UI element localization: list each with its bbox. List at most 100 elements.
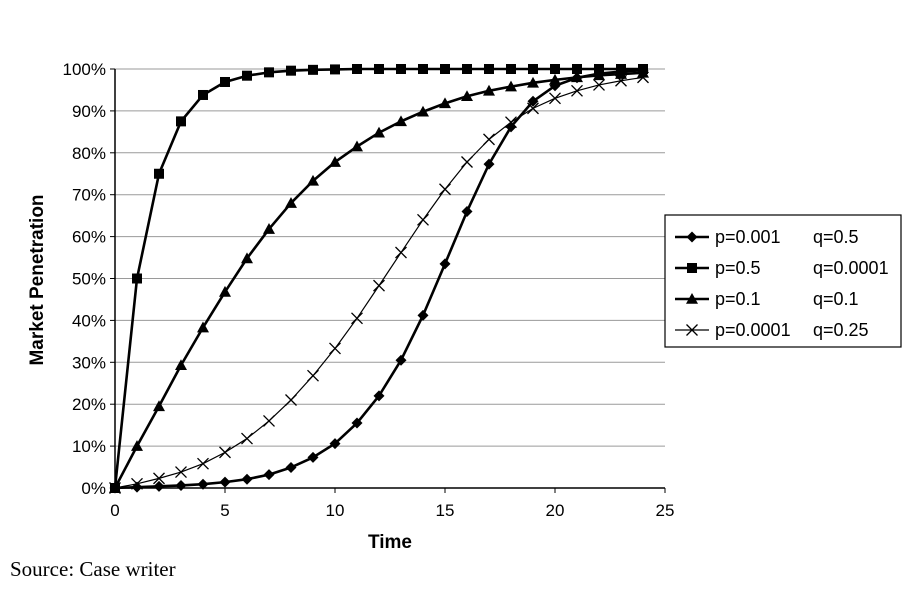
data-point [615,68,627,79]
data-point [197,478,209,490]
data-point [373,126,385,138]
data-point [461,156,473,168]
x-tick-label: 20 [546,501,565,520]
data-point [285,461,297,473]
data-point [687,263,697,273]
data-point [219,476,231,488]
data-point [175,359,187,371]
data-point [395,115,407,127]
data-point [263,223,275,234]
data-point [439,258,451,270]
data-point [220,76,230,87]
data-point [686,293,698,304]
series-1 [109,64,649,494]
source-note: Source: Case writer [10,557,176,581]
data-point [417,213,429,226]
data-point [483,84,495,96]
data-point [417,309,429,321]
y-axis-title: Market Penetration [27,194,48,365]
data-point [374,64,384,74]
series-line [114,76,644,489]
y-tick-label: 50% [72,270,106,289]
legend-label-q: q=0.25 [813,320,869,340]
data-point [686,231,698,243]
data-point [527,102,539,115]
data-point [572,64,582,74]
data-point [571,84,583,97]
y-tick-label: 100% [63,60,106,79]
data-point [439,97,451,109]
legend-label-p: p=0.1 [715,289,761,309]
data-point [219,446,231,459]
data-point [418,64,428,74]
data-point [396,64,406,74]
data-point [351,312,363,325]
data-point [153,472,165,485]
axes [114,69,666,493]
legend-label-p: p=0.5 [715,258,761,278]
data-point [395,246,407,259]
y-tick-label: 70% [72,186,106,205]
data-point [109,482,121,494]
data-point [528,64,538,74]
data-point [505,80,517,92]
data-point [197,457,209,470]
data-point [329,438,341,450]
series-group [109,64,649,494]
data-point [219,285,231,297]
data-point [263,469,275,481]
x-tick-label: 15 [436,501,455,520]
data-point [527,76,539,88]
legend-entry: p=0.0001 q=0.25 [675,320,869,340]
data-point [686,324,698,336]
y-tick-label: 40% [72,311,106,330]
data-point [153,480,165,492]
data-point [594,64,604,74]
legend-label-q: q=0.0001 [813,258,889,278]
series-2 [110,64,648,493]
data-point [637,71,649,84]
data-point [330,64,340,75]
data-point [593,69,605,81]
data-point [307,174,319,186]
data-point [329,342,341,355]
data-point [615,74,627,87]
data-point [483,158,495,170]
legend-label-q: q=0.1 [813,289,859,309]
data-point [175,479,187,491]
y-tick-label: 80% [72,144,106,163]
data-point [439,183,451,196]
y-tick-label: 0% [81,479,106,498]
data-point [241,252,253,264]
data-point [307,369,319,382]
data-point [593,78,605,91]
data-point [308,64,318,75]
data-point [549,92,561,105]
y-tick-label: 60% [72,228,106,247]
data-point [351,417,363,429]
data-point [395,354,407,366]
data-point [461,205,473,217]
legend-label-q: q=0.5 [813,227,859,247]
data-point [461,90,473,102]
data-point [484,64,494,74]
x-tick-label: 10 [326,501,345,520]
data-point [285,197,297,208]
x-tick-labels: 0 5 10 15 20 25 [110,501,674,520]
x-tick-label: 5 [220,501,229,520]
data-point [505,116,517,129]
y-tick-labels: 0% 10% 20% 30% 40% 50% 60% 70% 80% 90% 100% [63,60,106,498]
data-point [241,432,253,445]
data-point [307,451,319,463]
gridlines [110,68,665,489]
data-point [176,116,186,127]
data-point [154,168,164,179]
legend-label-p: p=0.001 [715,227,781,247]
data-point [198,89,208,100]
data-point [153,400,165,412]
legend: p=0.001 q=0.5 p=0.5 q=0.0001 p=0.1 q=0.1 p=0.0… [664,214,902,348]
data-point [417,105,429,117]
data-point [131,477,143,490]
data-point [527,95,539,107]
